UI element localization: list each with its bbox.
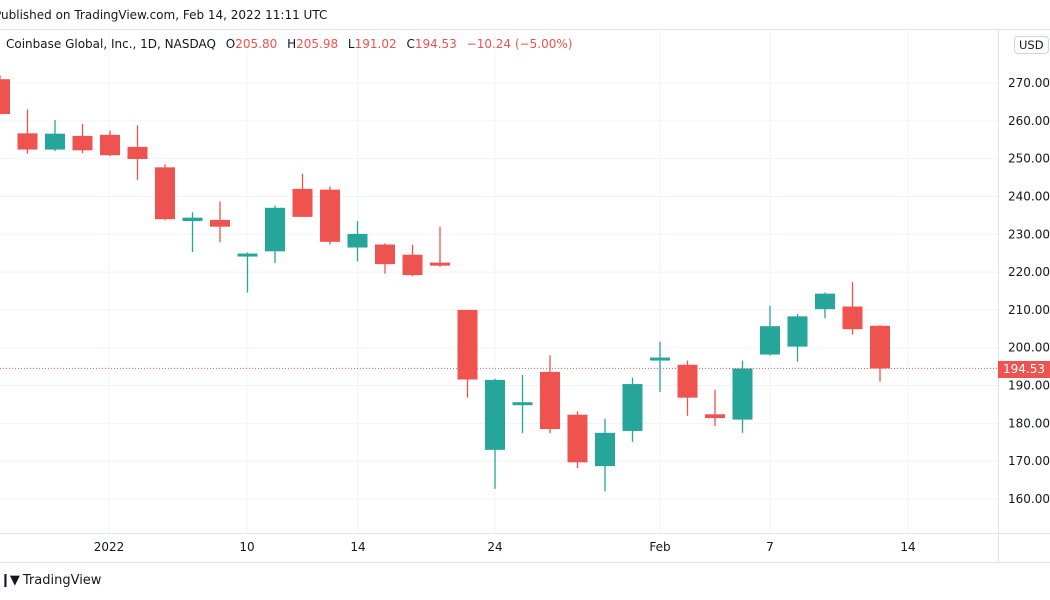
candle	[815, 292, 835, 319]
last-price-tag: 194.53	[998, 361, 1050, 378]
low-label: L	[347, 37, 355, 51]
footer-brand[interactable]: ❙▼ TradingView	[0, 570, 101, 590]
time-tick-label: 2022	[94, 540, 125, 554]
candle	[842, 281, 863, 335]
change-value: −10.24 (−5.00%)	[466, 37, 573, 51]
candle	[210, 201, 230, 243]
candle	[320, 186, 340, 245]
low-value: 191.02	[354, 37, 397, 51]
time-tick-label: 24	[487, 540, 502, 554]
symbol-legend: Coinbase Global, Inc., 1D, NASDAQ O205.8…	[6, 37, 572, 51]
price-tick-label: 200.00	[1008, 341, 1050, 355]
price-tick-label: 210.00	[1008, 303, 1050, 317]
candle	[595, 418, 615, 492]
close-value: 194.53	[414, 37, 457, 51]
candle	[182, 212, 203, 253]
candle	[237, 252, 258, 293]
open-value: 205.80	[235, 37, 278, 51]
candle	[375, 243, 395, 274]
candle	[100, 130, 120, 156]
candle	[292, 173, 313, 217]
high-value: 205.98	[296, 37, 339, 51]
candle	[402, 244, 423, 277]
grid-lines	[0, 30, 998, 533]
close-label: C	[406, 37, 415, 51]
candle	[622, 377, 643, 442]
open-label: O	[225, 37, 236, 51]
time-tick-label: 7	[766, 540, 774, 554]
price-tick-label: 250.00	[1008, 152, 1050, 166]
candle	[0, 75, 10, 115]
price-tick-label: 180.00	[1008, 416, 1050, 430]
candle	[732, 360, 753, 433]
candle	[870, 325, 890, 382]
time-tick-label: 14	[350, 540, 365, 554]
axes: 160.00 170.00 180.00 190.00 200.00 210.00 220.…	[0, 30, 1050, 563]
price-tick-label: 240.00	[1008, 189, 1050, 203]
currency-badge[interactable]: USD	[1014, 36, 1049, 54]
candle	[72, 123, 93, 154]
candle	[705, 389, 725, 427]
candle	[567, 411, 588, 469]
price-tick-label: 270.00	[1008, 76, 1050, 90]
time-tick-label: 10	[239, 540, 254, 554]
candle	[265, 205, 285, 264]
candle	[45, 120, 65, 152]
candles	[0, 75, 890, 492]
candle	[512, 374, 533, 434]
high-label: H	[287, 37, 297, 51]
candle	[430, 226, 450, 267]
tradingview-logo-icon: ❙▼	[0, 572, 20, 588]
price-tick-label: 170.00	[1008, 454, 1050, 468]
published-caption: Published on TradingView.com, Feb 14, 20…	[0, 0, 1050, 30]
price-tick-label: 160.00	[1008, 492, 1050, 506]
candle	[677, 360, 698, 416]
symbol-title: Coinbase Global, Inc., 1D, NASDAQ	[6, 37, 216, 51]
candle	[155, 164, 175, 221]
brand-name: TradingView	[22, 572, 102, 588]
candle	[127, 125, 148, 180]
time-tick-label: Feb	[649, 540, 670, 554]
candle	[760, 305, 780, 356]
price-tick-label: 190.00	[1008, 379, 1050, 393]
candle	[17, 109, 38, 154]
price-tick-label: 260.00	[1008, 114, 1050, 128]
time-tick-label: 14	[900, 540, 915, 554]
price-tick-label: 220.00	[1008, 265, 1050, 279]
candle	[650, 341, 670, 392]
candle	[457, 309, 478, 398]
price-tick-label: 230.00	[1008, 227, 1050, 241]
candle	[485, 378, 505, 489]
candle	[347, 221, 368, 262]
candle	[787, 314, 808, 362]
candle	[540, 355, 560, 434]
